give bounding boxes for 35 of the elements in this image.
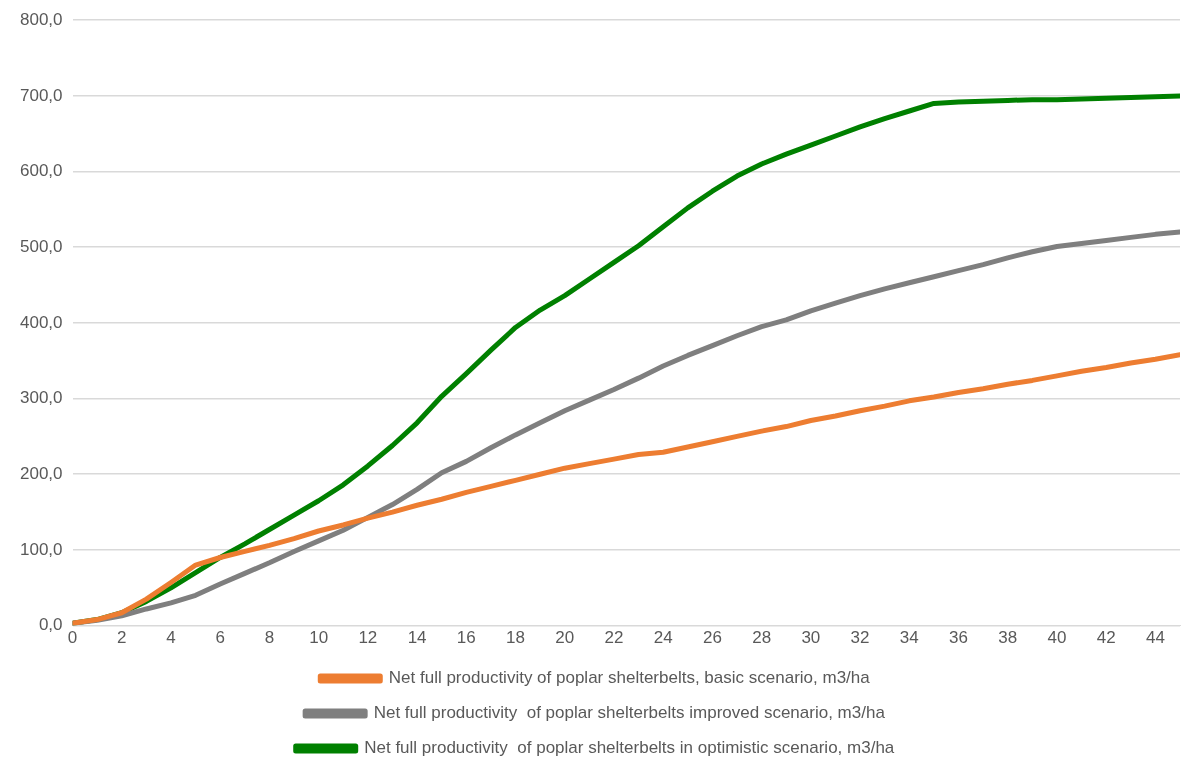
x-tick-label: 8 [264,628,275,648]
x-tick-label: 16 [456,628,476,648]
y-tick-label: 700,0 [19,85,63,105]
x-tick-label: 20 [555,628,575,648]
x-tick-label: 40 [1047,628,1067,648]
x-tick-label: 34 [899,628,919,648]
x-tick-label: 28 [752,628,772,648]
x-tick-label: 14 [407,628,427,648]
x-tick-label: 24 [653,628,673,648]
y-tick-label: 0,0 [38,615,63,635]
y-tick-label: 600,0 [19,161,63,181]
y-tick-label: 200,0 [19,463,63,483]
legend-label: Net full productivity of poplar shelterbelts improved scenario, m3/ha [373,703,886,723]
x-tick-label: 10 [309,628,329,648]
x-tick-label: 42 [1096,628,1116,648]
x-tick-label: 30 [801,628,821,648]
legend-label: Net full productivity of poplar shelterbelts in optimistic scenario, m3/ha [364,738,895,758]
y-tick-label: 400,0 [19,312,63,332]
x-tick-label: 36 [949,628,968,648]
x-tick-label: 0 [67,628,78,648]
x-tick-label: 26 [702,628,722,648]
y-tick-label: 800,0 [19,9,63,29]
x-tick-label: 2 [117,628,127,648]
x-tick-label: 6 [215,628,225,648]
x-tick-label: 38 [998,628,1018,648]
x-tick-label: 12 [358,628,378,648]
x-tick-label: 22 [604,628,624,648]
y-tick-label: 100,0 [19,539,63,559]
x-tick-label: 4 [166,628,176,648]
x-tick-label: 32 [850,628,870,648]
x-tick-label: 44 [1145,628,1165,648]
y-tick-label: 300,0 [19,388,63,408]
legend-label: Net full productivity of poplar shelterbelts, basic scenario, m3/ha [388,668,871,688]
y-tick-label: 500,0 [19,236,63,256]
x-tick-label: 18 [506,628,525,648]
